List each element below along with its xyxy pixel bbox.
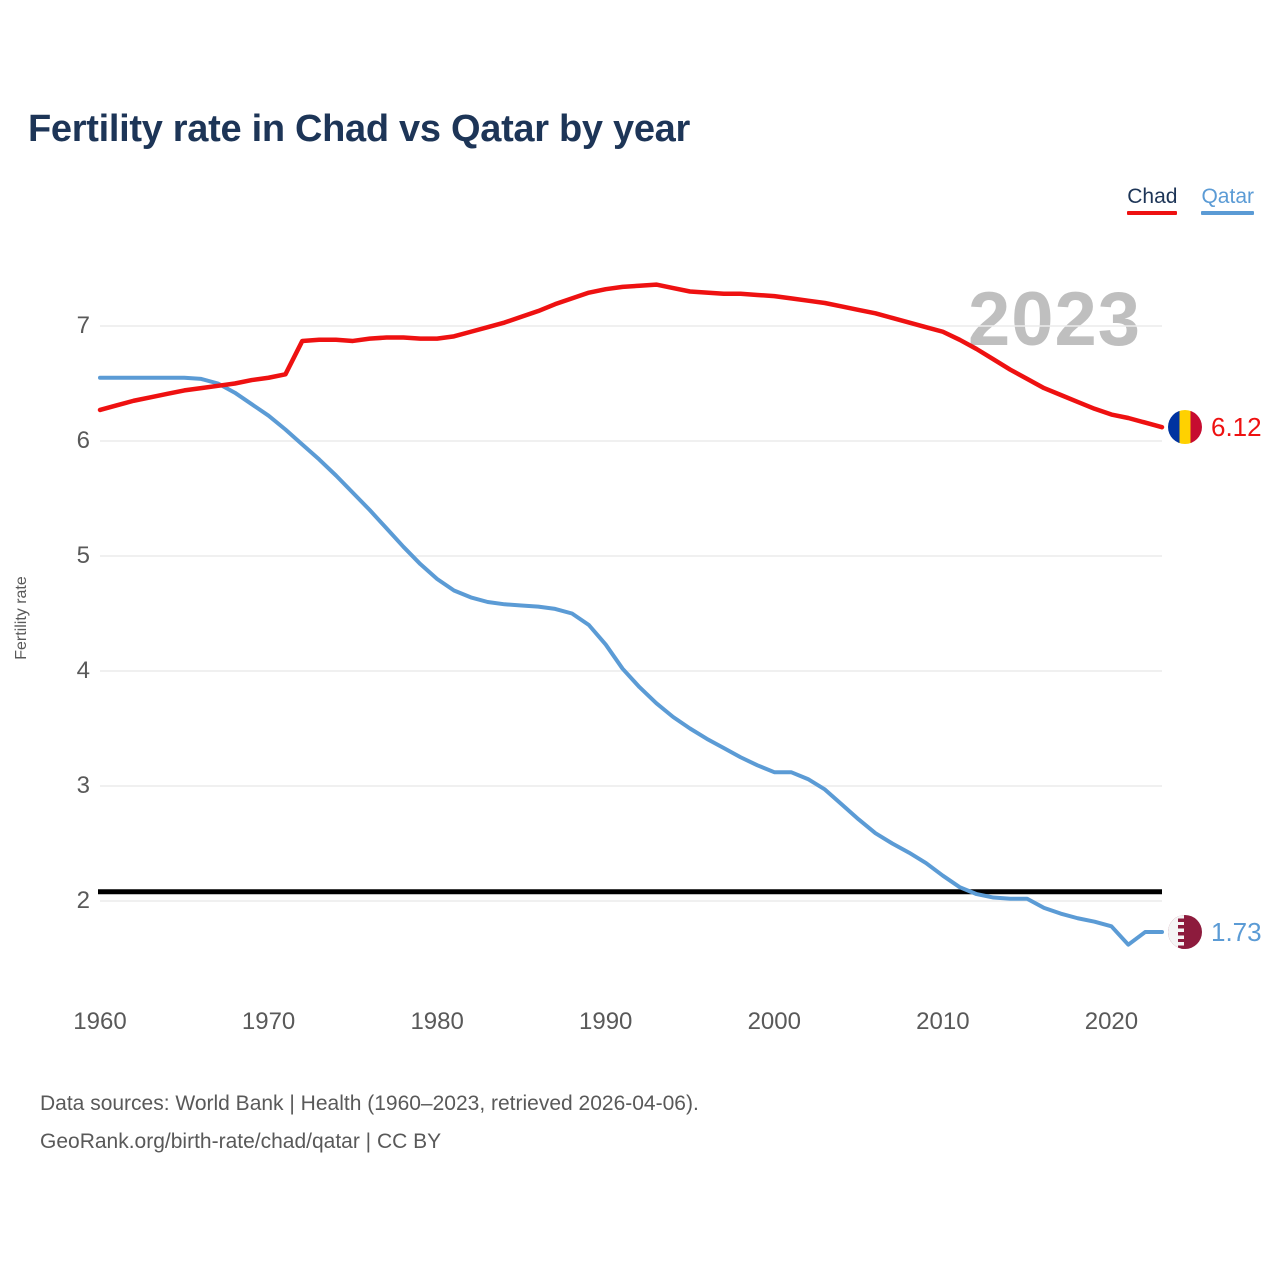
endpoint-marker-chad: 6.12	[1168, 410, 1262, 445]
y-axis-tick-label: 7	[76, 312, 90, 339]
page-title: Fertility rate in Chad vs Qatar by year	[28, 108, 691, 150]
y-axis-tick-label: 6	[76, 427, 90, 454]
footer-line-license: GeoRank.org/birth-rate/chad/qatar | CC B…	[40, 1130, 442, 1153]
x-axis-tick-label: 2020	[1084, 1008, 1139, 1035]
y-axis-tick-label: 3	[76, 772, 90, 799]
footer-line-sources: Data sources: World Bank | Health (1960–…	[40, 1092, 699, 1115]
series-line-qatar	[98, 375, 1164, 947]
x-axis-tick-label: 1990	[579, 1008, 633, 1035]
legend-item-chad[interactable]: Chad	[1127, 185, 1178, 215]
x-axis-tick-label: 1980	[410, 1008, 464, 1035]
year-watermark: 2023	[968, 277, 1142, 362]
legend-label-chad: Chad	[1127, 185, 1178, 208]
legend-label-qatar: Qatar	[1201, 185, 1254, 208]
qatar-flag-icon	[1168, 915, 1202, 950]
y-axis-tick-label: 2	[76, 887, 90, 914]
endpoint-marker-qatar: 1.73	[1168, 915, 1262, 950]
footer-attribution: Data sources: World Bank | Health (1960–…	[40, 1085, 699, 1161]
y-axis-title: Fertility rate	[13, 576, 30, 660]
x-axis-tick-label: 1970	[241, 1008, 296, 1035]
legend-swatch-chad	[1127, 211, 1178, 215]
y-axis-tick-label: 5	[76, 542, 90, 569]
gridlines	[100, 325, 1162, 902]
x-axis-tick-label: 2010	[916, 1008, 970, 1035]
endpoint-value-qatar: 1.73	[1211, 916, 1262, 947]
y-axis-ticks: 2 3 4 5 6 7	[38, 0, 90, 1280]
chad-flag-icon	[1168, 410, 1202, 445]
chart-legend: Chad Qatar	[1127, 185, 1254, 215]
y-axis-tick-label: 4	[76, 657, 90, 684]
x-axis-tick-label: 2000	[747, 1008, 801, 1035]
endpoint-value-chad: 6.12	[1211, 411, 1262, 442]
legend-swatch-qatar	[1201, 211, 1254, 215]
x-axis-tick-label: 1960	[73, 1008, 127, 1035]
legend-item-qatar[interactable]: Qatar	[1201, 185, 1254, 215]
